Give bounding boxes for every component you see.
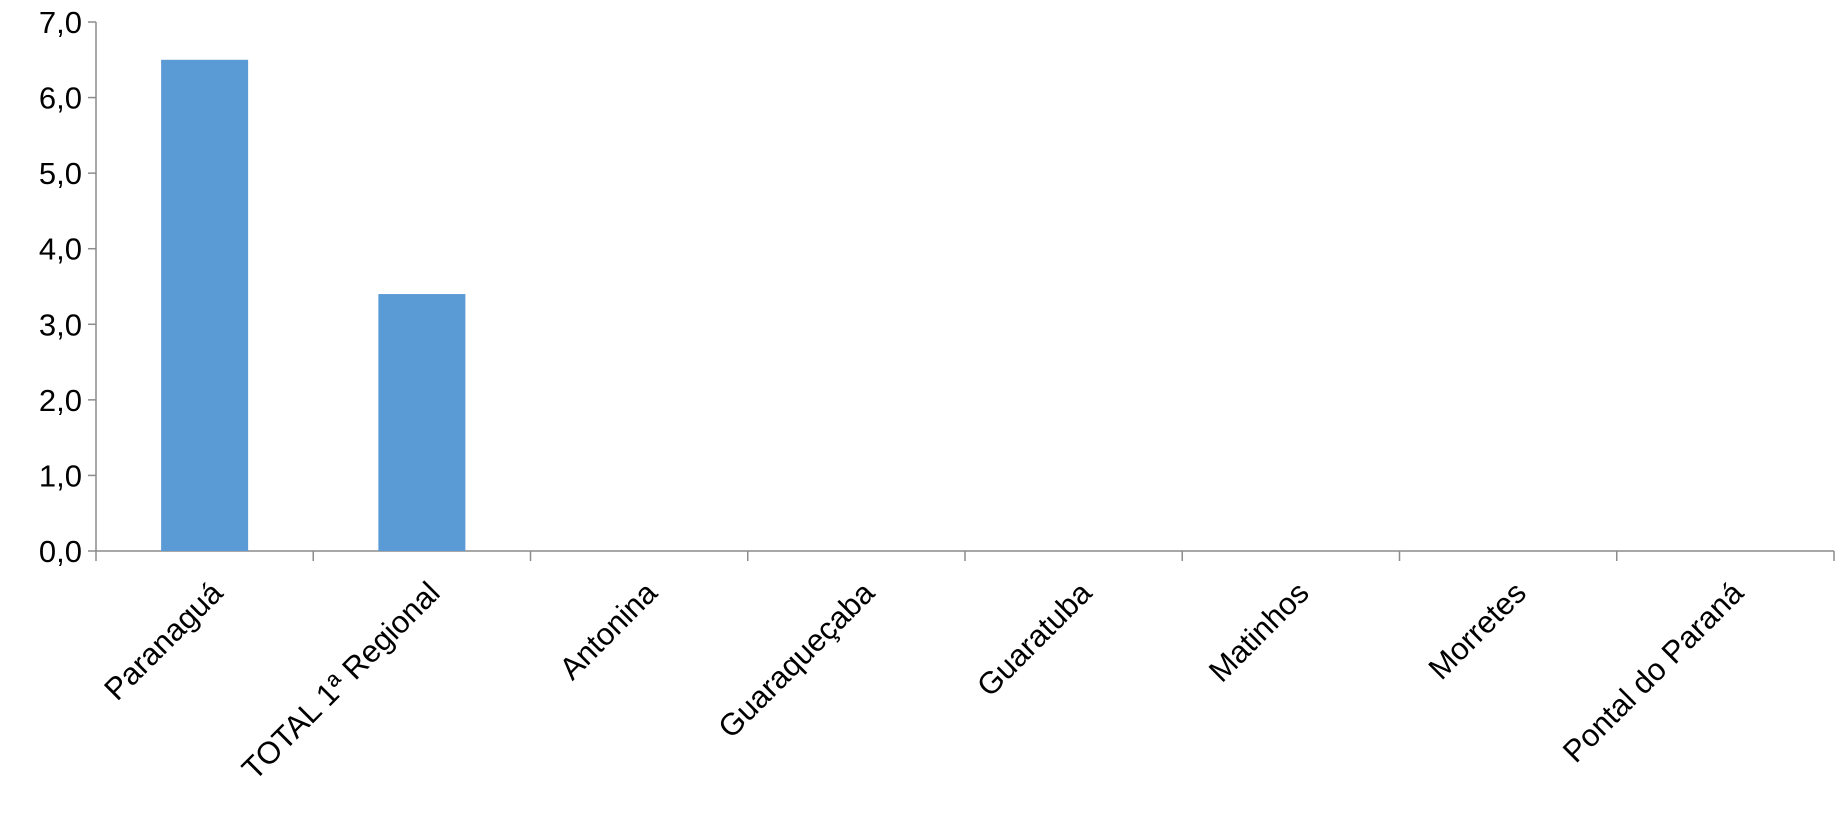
x-tick-label: Guaratuba [970,574,1099,703]
x-ticks [95,551,1835,561]
y-tick-label: 1,0 [39,458,82,493]
y-tick-label: 5,0 [39,156,82,191]
y-ticks: 0,0 1,0 2,0 3,0 4,0 5,0 6,0 7,0 [39,5,96,569]
y-tick-label: 2,0 [39,383,82,418]
bar-1 [378,294,466,551]
bar-0 [161,59,249,552]
x-tick-label: Guaraqueçaba [711,574,881,744]
y-tick-label: 7,0 [39,5,82,40]
x-tick-label: Antonina [553,574,665,686]
bars [161,59,466,552]
y-tick-label: 6,0 [39,81,82,116]
y-tick-label: 0,0 [39,534,82,569]
x-tick-label: Paranaguá [97,574,230,707]
y-tick-label: 3,0 [39,307,82,342]
x-tick-label: Pontal do Paraná [1556,574,1751,769]
x-tick-label: Matinhos [1202,575,1316,689]
x-tick-label: TOTAL 1ª Regional [235,575,447,787]
x-tick-label: Morretes [1422,575,1533,686]
x-tick-labels: Paranaguá TOTAL 1ª Regional Antonina Guaraq… [97,574,1750,786]
y-tick-label: 4,0 [39,232,82,267]
